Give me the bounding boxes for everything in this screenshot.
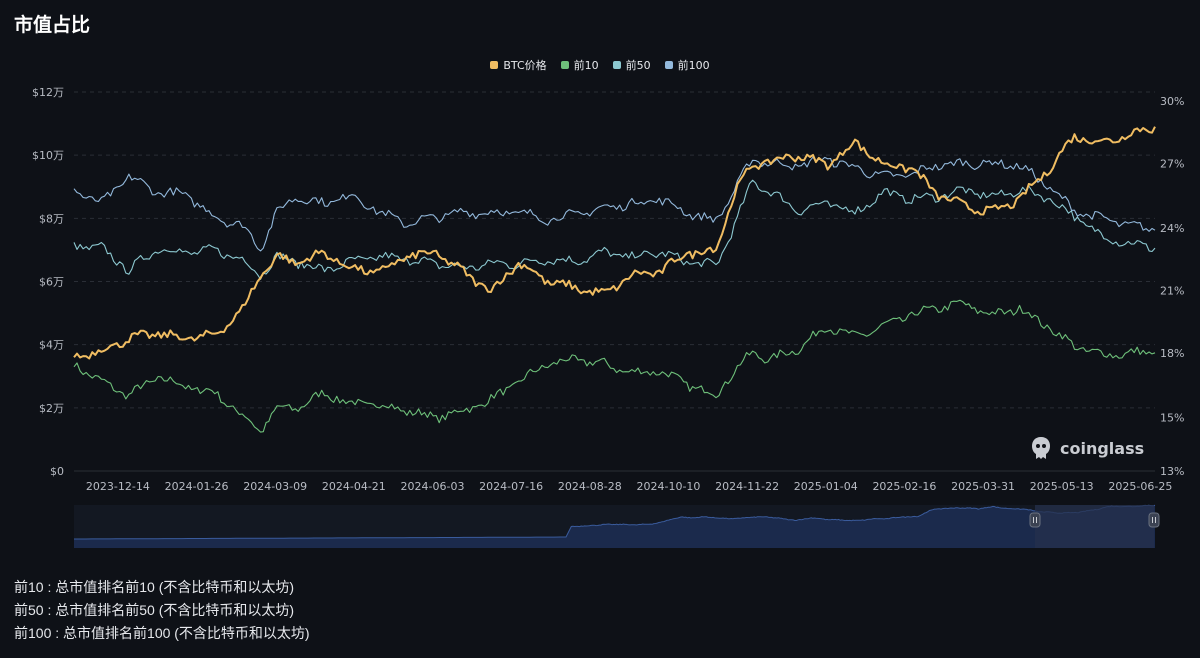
left-axis-tick-label: $6万 <box>39 276 64 289</box>
navigator-handle-left[interactable] <box>1029 512 1041 528</box>
x-axis-tick-label: 2024-08-28 <box>558 480 622 493</box>
x-axis-tick-label: 2025-01-04 <box>794 480 858 493</box>
x-axis-tick-label: 2024-11-22 <box>715 480 779 493</box>
legend-item-top100[interactable]: 前100 <box>664 57 710 73</box>
note-top10: 前10 : 总市值排名前10 (不含比特币和以太坊) <box>14 579 295 595</box>
right-axis-tick-label: 24% <box>1160 222 1184 235</box>
series-line-top10 <box>73 299 1156 433</box>
coinglass-watermark: coinglass <box>1030 436 1144 460</box>
left-y-axis: $0 $2万 $4万 $6万 $8万 $10万 $12万 <box>32 86 64 478</box>
chart-legend: BTC价格 前10 前50 前100 <box>0 57 1200 73</box>
x-axis-tick-label: 2024-01-26 <box>165 480 229 493</box>
navigator-handle-right[interactable] <box>1148 512 1160 528</box>
left-axis-tick-label: $0 <box>50 465 64 478</box>
left-axis-tick-label: $4万 <box>39 339 64 352</box>
right-axis-tick-label: 13% <box>1160 465 1184 478</box>
left-axis-tick-label: $12万 <box>32 86 64 99</box>
legend-item-top50[interactable]: 前50 <box>612 57 651 73</box>
x-axis-tick-label: 2024-04-21 <box>322 480 386 493</box>
brand-name: coinglass <box>1060 438 1145 458</box>
grid-layer <box>74 91 1155 472</box>
series-layer <box>73 126 1156 433</box>
range-navigator[interactable] <box>74 504 1160 548</box>
left-axis-tick-label: $2万 <box>39 402 64 415</box>
x-axis-tick-label: 2025-02-16 <box>872 480 936 493</box>
page-title: 市值占比 <box>14 14 91 36</box>
legend-label-top10: 前10 <box>573 59 599 72</box>
note-top100: 前100 : 总市值排名前100 (不含比特币和以太坊) <box>14 625 310 641</box>
x-axis-tick-label: 2024-03-09 <box>243 480 307 493</box>
series-line-top100 <box>73 156 1156 252</box>
note-top50: 前50 : 总市值排名前50 (不含比特币和以太坊) <box>14 602 295 618</box>
legend-swatch-top50 <box>612 61 621 69</box>
x-axis-tick-label: 2025-06-25 <box>1108 480 1172 493</box>
right-axis-tick-label: 30% <box>1160 95 1184 108</box>
x-axis-tick-label: 2024-07-16 <box>479 480 543 493</box>
legend-label-btc: BTC价格 <box>503 59 547 72</box>
left-axis-tick-label: $8万 <box>39 212 64 225</box>
series-line-btc-price <box>73 126 1156 360</box>
right-axis-tick-label: 15% <box>1160 411 1184 424</box>
legend-label-top50: 前50 <box>625 59 651 72</box>
x-axis-tick-label: 2024-10-10 <box>636 480 700 493</box>
right-axis-tick-label: 21% <box>1160 284 1184 297</box>
legend-swatch-btc <box>490 61 499 69</box>
right-y-axis: 13% 15% 18% 21% 24% 27% 30% <box>1160 95 1184 478</box>
definition-notes: 前10 : 总市值排名前10 (不含比特币和以太坊) 前50 : 总市值排名前5… <box>14 576 310 645</box>
x-axis-tick-label: 2024-06-03 <box>401 480 465 493</box>
legend-swatch-top100 <box>664 61 673 69</box>
right-axis-tick-label: 18% <box>1160 347 1184 360</box>
navigator-selection-window[interactable] <box>1035 505 1154 548</box>
coinglass-logo-icon <box>1032 437 1050 459</box>
legend-swatch-top10 <box>560 61 569 69</box>
legend-label-top100: 前100 <box>677 59 710 72</box>
market-share-chart: $0 $2万 $4万 $6万 $8万 $10万 $12万 13% 15% 18% 21% 24% 27… <box>32 86 1184 548</box>
x-axis-tick-label: 2025-03-31 <box>951 480 1015 493</box>
right-axis-tick-label: 27% <box>1160 157 1184 170</box>
legend-item-top10[interactable]: 前10 <box>560 57 599 73</box>
navigator-area <box>74 505 1155 548</box>
x-axis-tick-label: 2025-05-13 <box>1030 480 1094 493</box>
legend-item-btc-price[interactable]: BTC价格 <box>490 57 547 73</box>
left-axis-tick-label: $10万 <box>32 149 64 162</box>
x-axis: 2023-12-14 2024-01-26 2024-03-09 2024-04-21… <box>86 480 1172 493</box>
x-axis-tick-label: 2023-12-14 <box>86 480 150 493</box>
series-line-top50 <box>73 179 1156 280</box>
